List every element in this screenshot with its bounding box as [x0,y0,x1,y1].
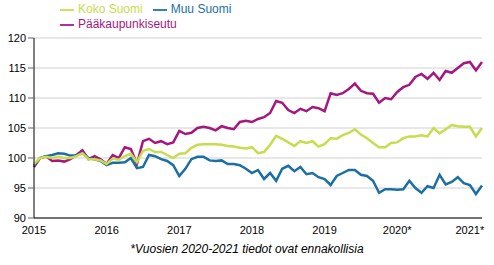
svg-text:2016: 2016 [94,224,118,236]
svg-text:115: 115 [8,62,26,74]
svg-text:120: 120 [8,32,26,44]
svg-text:2017: 2017 [167,224,191,236]
svg-text:105: 105 [8,122,26,134]
html-text:Koko Suomi: Koko Suomi [78,2,143,16]
svg-text:110: 110 [8,92,26,104]
html-text:Pääkaupunkiseutu: Pääkaupunkiseutu [78,16,177,31]
svg-text:2021*: 2021* [456,224,485,236]
svg-text:2019: 2019 [312,224,336,236]
svg-text:2020*: 2020* [383,224,412,236]
svg-text:2015: 2015 [22,224,46,236]
svg-text:2018: 2018 [240,224,264,236]
html-text:Muu Suomi: Muu Suomi [170,2,232,16]
html-text:*Vuosien 2020-2021 tiedot ovat: *Vuosien 2020-2021 tiedot ovat ennakolli… [130,242,364,256]
svg-text:95: 95 [14,182,26,194]
svg-text:90: 90 [14,212,26,224]
svg-text:100: 100 [8,152,26,164]
